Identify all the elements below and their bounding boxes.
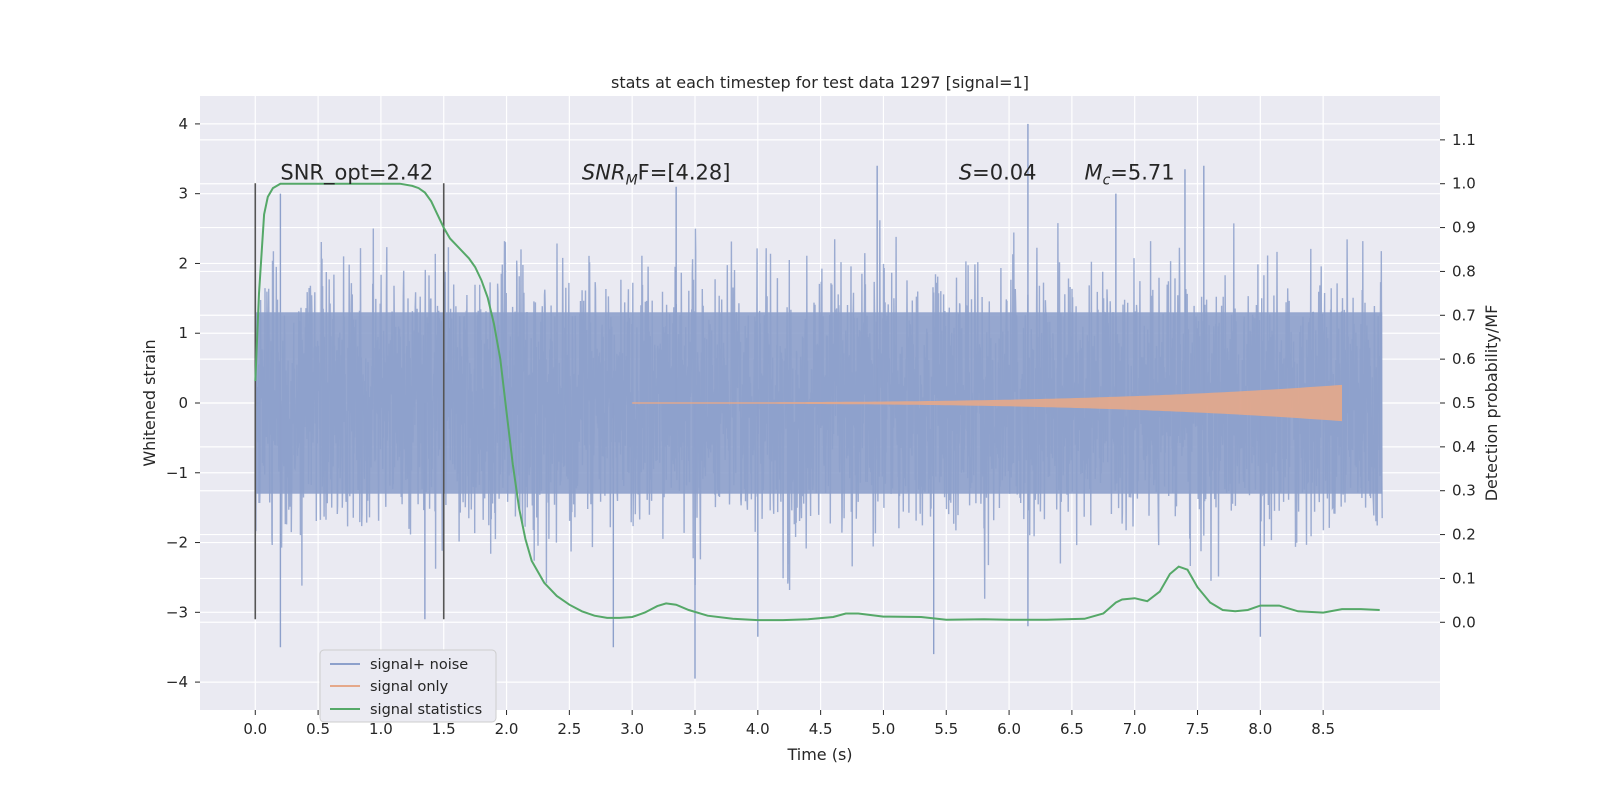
legend-label-signal: signal only [370, 679, 449, 695]
y-tick-label-6: 2 [178, 254, 188, 272]
snr-opt-annotation: SNR_opt=2.42 [280, 161, 433, 186]
x-tick-label-16: 8.0 [1248, 720, 1272, 738]
chirp-envelope [632, 384, 1342, 422]
signal-statistics-series [254, 182, 1380, 622]
x-tick-label-12: 6.0 [997, 720, 1021, 738]
x-tick-label-0: 0.0 [243, 720, 267, 738]
legend-label-noise: signal+ noise [370, 657, 468, 673]
y2-tick-label-10: 1.0 [1452, 175, 1476, 193]
y-tick-label-3: −1 [166, 464, 188, 482]
vertical-markers [254, 183, 445, 620]
y2-tick-label-4: 0.4 [1452, 438, 1476, 456]
x-tick-label-10: 5.0 [872, 720, 896, 738]
x-tick-label-6: 3.0 [620, 720, 644, 738]
y2-tick-label-0: 0.0 [1452, 613, 1476, 631]
x-axis-label: Time (s) [786, 745, 852, 764]
statistics-line [254, 182, 1380, 622]
x-tick-label-17: 8.5 [1311, 720, 1335, 738]
y2-axis-ticks: 0.0 0.1 0.2 0.3 0.4 0.5 0.6 0.7 0.8 0.9 1.0 1.1 [1440, 131, 1476, 631]
x-tick-label-3: 1.5 [432, 720, 456, 738]
x-tick-label-4: 2.0 [495, 720, 519, 738]
y-axis-ticks: −4 −3 −2 −1 0 1 2 3 4 [166, 115, 200, 691]
y-tick-label-8: 4 [178, 115, 188, 133]
y-tick-label-2: −2 [166, 534, 188, 552]
x-tick-label-1: 0.5 [306, 720, 330, 738]
y2-axis-label: Detection probability/MF [1482, 305, 1501, 502]
x-axis-ticks: 0.0 0.5 1.0 1.5 2.0 2.5 3.0 3.5 4.0 4.5 5.0 5.5 6.0 6… [243, 710, 1335, 738]
y2-tick-label-3: 0.3 [1452, 482, 1476, 500]
legend-label-statistics: signal statistics [370, 702, 482, 718]
y2-tick-label-6: 0.6 [1452, 350, 1476, 368]
annotations: SNR_opt=2.42 SNRMF=[4.28] S=0.04 Mc=5.71 [280, 161, 1174, 189]
y2-tick-label-11: 1.1 [1452, 131, 1476, 149]
snr-mf-annotation: SNRMF=[4.28] [582, 161, 731, 189]
s-annotation: S=0.04 [959, 161, 1037, 185]
x-tick-label-7: 3.5 [683, 720, 707, 738]
signal-only-trace [632, 384, 1342, 422]
y2-tick-label-1: 0.1 [1452, 569, 1476, 587]
y-tick-label-1: −3 [166, 603, 188, 621]
x-tick-label-13: 6.5 [1060, 720, 1084, 738]
y-tick-label-5: 1 [178, 324, 188, 342]
y2-tick-label-7: 0.7 [1452, 306, 1476, 324]
x-tick-label-15: 7.5 [1186, 720, 1210, 738]
x-tick-label-5: 2.5 [557, 720, 581, 738]
chart-title: stats at each timestep for test data 129… [611, 73, 1029, 92]
x-tick-label-11: 5.5 [934, 720, 958, 738]
y2-tick-label-8: 0.8 [1452, 262, 1476, 280]
y2-tick-label-2: 0.2 [1452, 526, 1476, 544]
y-axis-label: Whitened strain [140, 339, 159, 466]
mc-annotation: Mc=5.71 [1084, 161, 1174, 189]
y-tick-label-4: 0 [178, 394, 188, 412]
x-tick-label-9: 4.5 [809, 720, 833, 738]
y2-tick-label-9: 0.9 [1452, 219, 1476, 237]
y-tick-label-0: −4 [166, 673, 188, 691]
legend-box [319, 649, 497, 723]
x-tick-label-2: 1.0 [369, 720, 393, 738]
x-tick-label-14: 7.0 [1123, 720, 1147, 738]
x-tick-label-8: 4.0 [746, 720, 770, 738]
legend: signal+ noise signal only signal statist… [319, 649, 497, 723]
y-tick-label-7: 3 [178, 185, 188, 203]
y2-tick-label-5: 0.5 [1452, 394, 1476, 412]
